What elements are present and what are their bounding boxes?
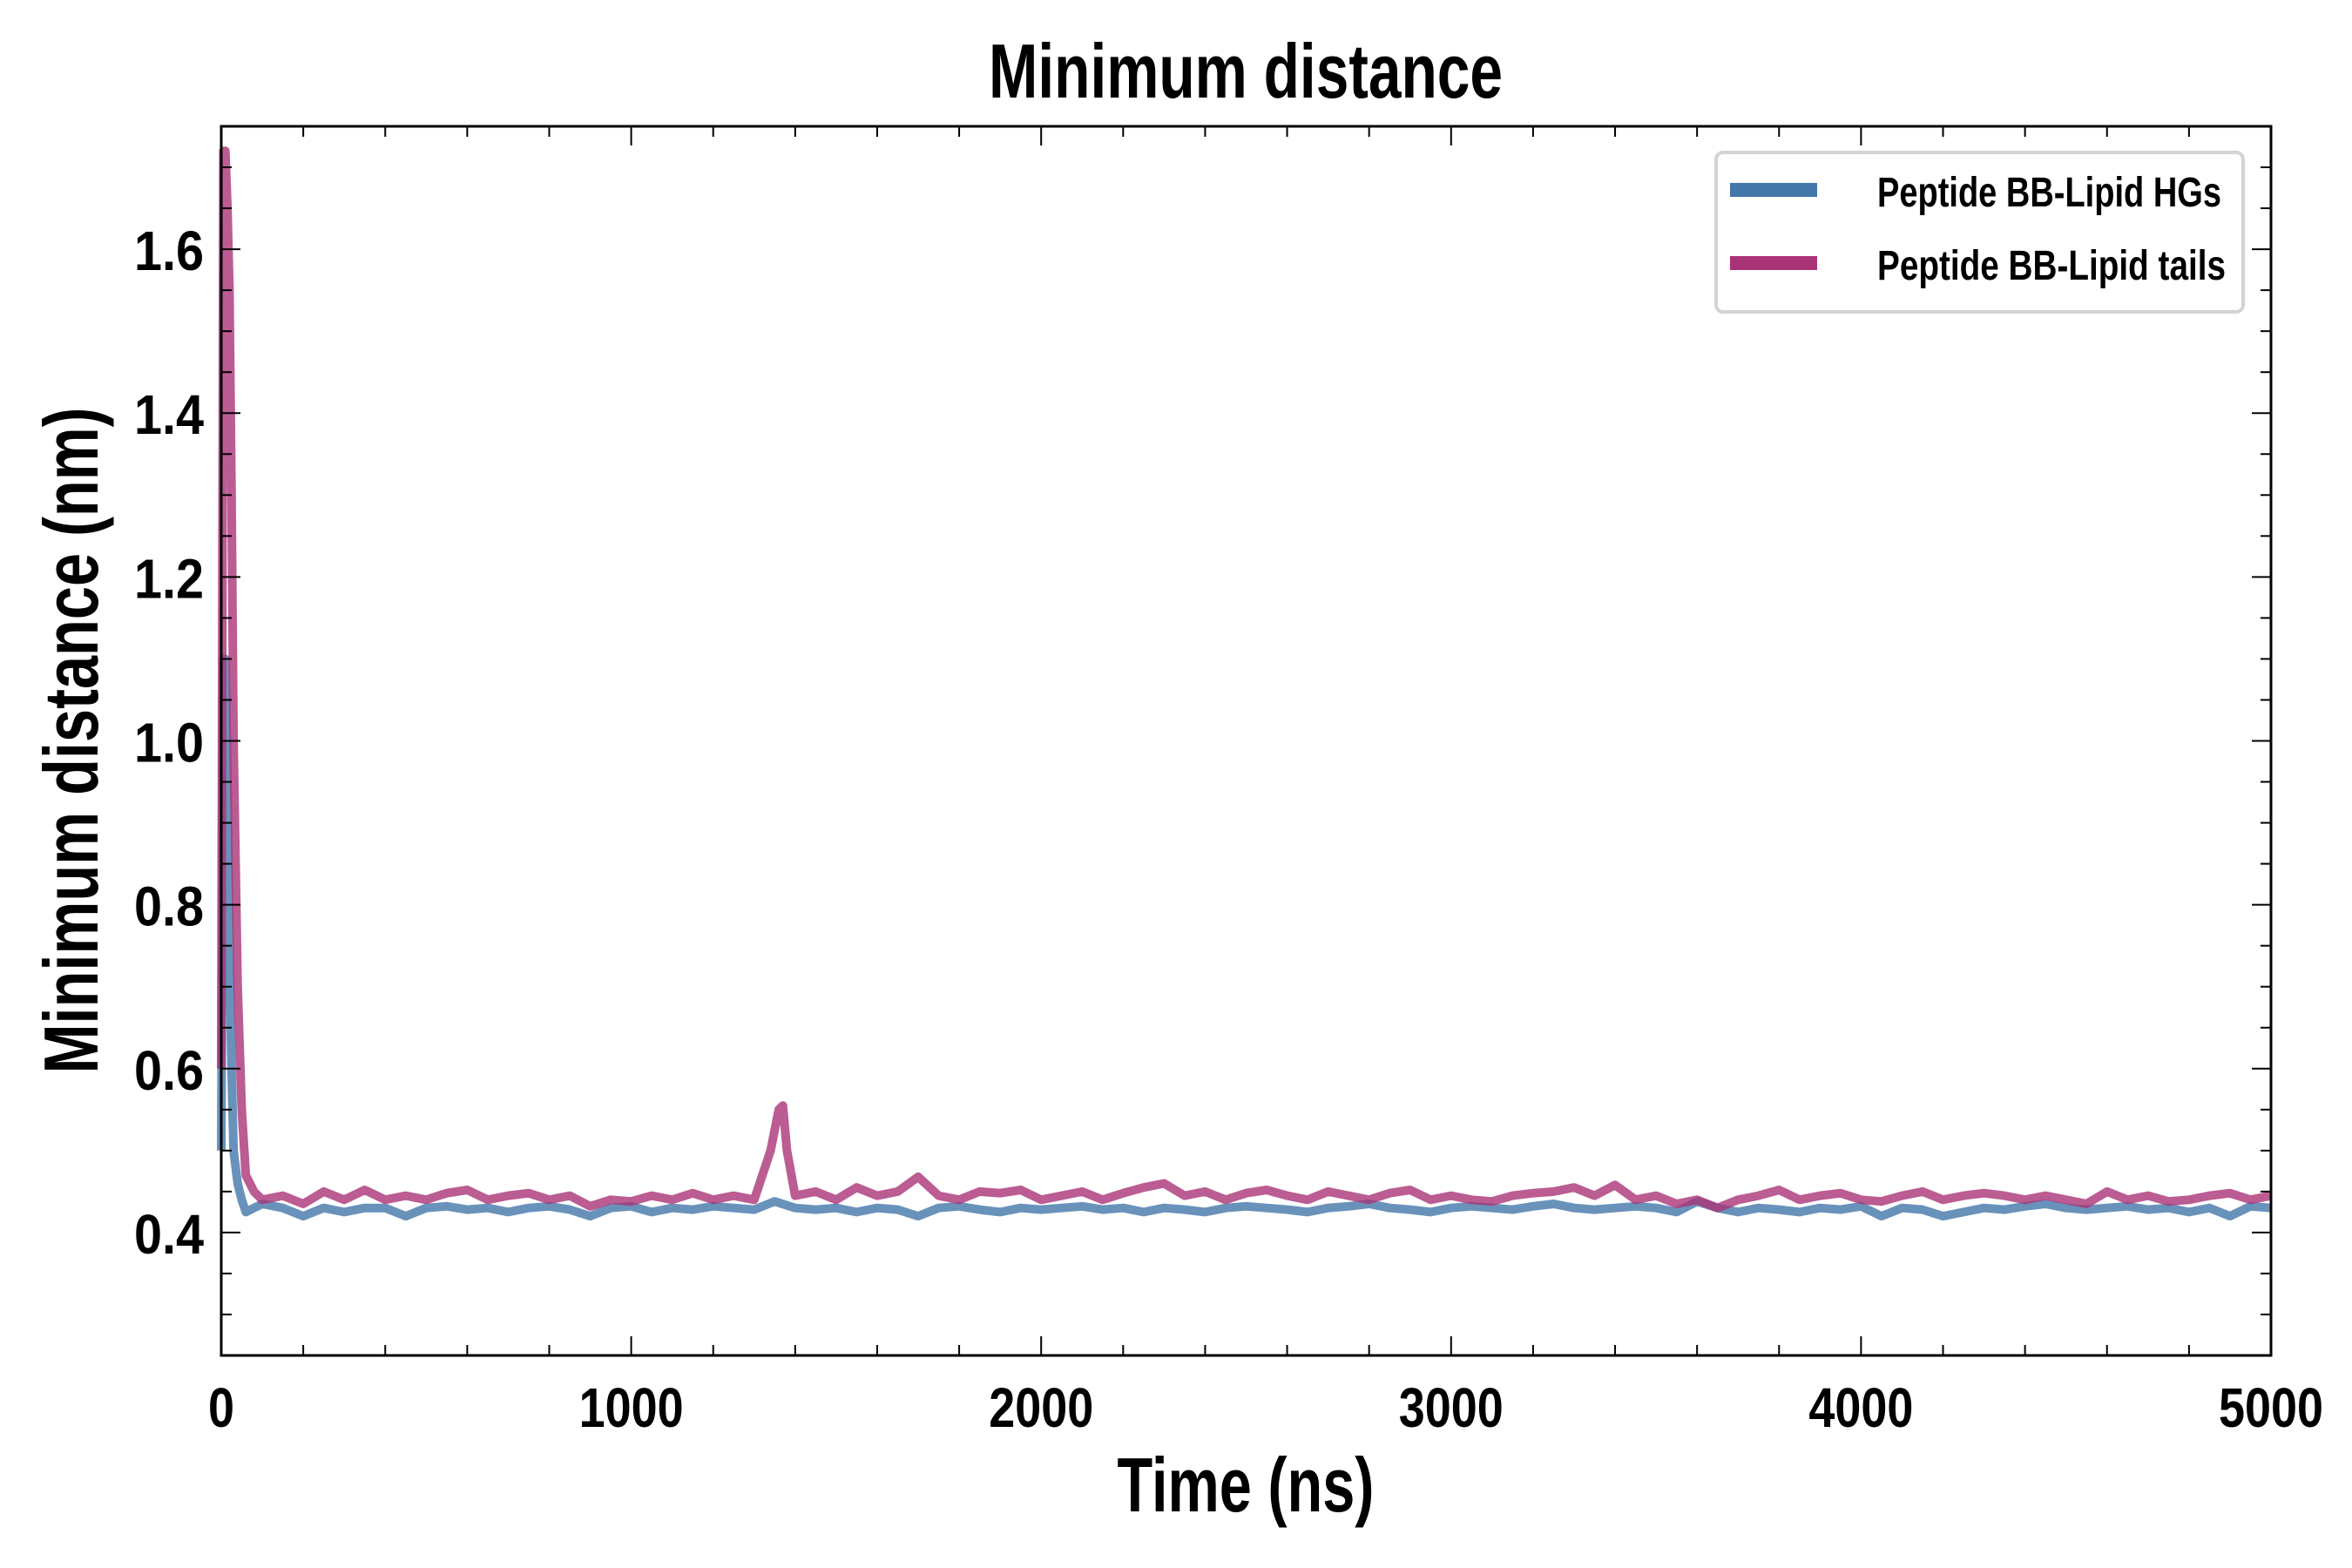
legend-swatch-hgs <box>1730 183 1817 197</box>
y-tick-label: 1.0 <box>134 712 204 774</box>
x-tick-label: 2000 <box>989 1376 1093 1439</box>
series-line-1 <box>217 146 2272 1213</box>
x-tick-label: 0 <box>208 1376 234 1439</box>
legend-frame <box>1714 151 2245 314</box>
chart-title: Minimum distance <box>989 28 1503 114</box>
y-tick-label: 0.4 <box>134 1203 204 1266</box>
x-tick-label: 1000 <box>579 1376 684 1439</box>
y-tick-label: 0.6 <box>134 1039 204 1102</box>
x-axis-label: Time (ns) <box>1118 1442 1375 1528</box>
y-tick-label: 1.6 <box>134 220 204 282</box>
y-axis-label: Minimum distance (nm) <box>28 408 114 1074</box>
series-line-0 <box>217 654 2272 1221</box>
legend-swatch-tails <box>1730 256 1817 270</box>
x-tick-label: 3000 <box>1399 1376 1504 1439</box>
legend-label-tails: Peptide BB-Lipid tails <box>1877 243 2226 289</box>
y-tick-label: 1.2 <box>134 547 204 610</box>
x-tick-label: 5000 <box>2219 1376 2323 1439</box>
legend-label-hgs: Peptide BB-Lipid HGs <box>1877 170 2221 216</box>
y-tick-label: 0.8 <box>134 875 204 938</box>
x-tick-label: 4000 <box>1808 1376 1913 1439</box>
y-tick-label: 1.4 <box>134 383 204 446</box>
legend: Peptide BB-Lipid HGs Peptide BB-Lipid ta… <box>1714 151 2245 314</box>
axes-layer: 0 1000 2000 3000 4000 5000 0.4 0.6 0.8 1.0 1.2 1.4 1… <box>134 125 2323 1439</box>
series-layer <box>217 146 2272 1221</box>
